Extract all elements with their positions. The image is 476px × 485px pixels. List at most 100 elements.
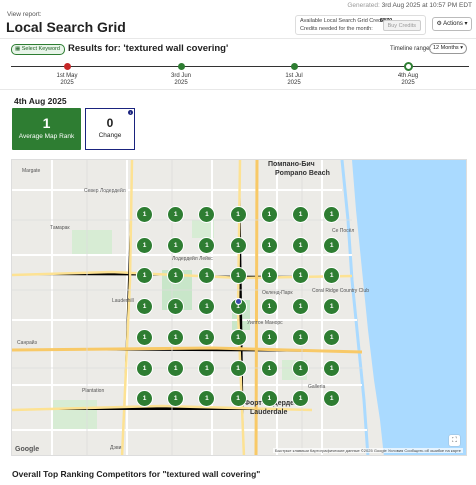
page-title: Local Search Grid (6, 19, 126, 35)
grid-rank-pin[interactable]: 1 (323, 359, 341, 377)
grid-rank-pin[interactable]: 1 (198, 359, 216, 377)
search-grid-map[interactable]: Помпано-Бич Pompano Beach Север Лодердей… (11, 159, 467, 456)
timeline-year: 2025 (60, 80, 74, 86)
map-label-pompano-ru: Помпано-Бич (268, 161, 315, 168)
grid-rank-pin[interactable]: 1 (167, 390, 185, 408)
grid-rank-pin[interactable]: 1 (229, 206, 247, 223)
grid-rank-pin[interactable]: 1 (229, 328, 247, 346)
map-label-lauderdale-en: Lauderdale (250, 409, 288, 416)
grid-rank-pin[interactable]: 1 (198, 206, 216, 223)
timeline-date-label: 1st May 2025 (47, 73, 87, 87)
fullscreen-icon[interactable]: ⛶ (449, 435, 460, 446)
timeline-date: 1st Jul (285, 73, 303, 79)
grid-rank-pin[interactable]: 1 (292, 359, 309, 377)
grid-rank-pin[interactable]: 1 (260, 206, 278, 223)
timeline-year: 2025 (287, 80, 301, 86)
grid-rank-pin[interactable]: 1 (136, 390, 153, 408)
map-label-lauderdale-lakes: Лодердейл Лейкс (172, 256, 213, 262)
grid-rank-pin[interactable]: 1 (292, 390, 309, 408)
grid-rank-pin[interactable]: 1 (323, 206, 341, 223)
grid-rank-pin[interactable]: 1 (198, 298, 216, 316)
map-label-oakland-park: Окленд-Парк (262, 290, 293, 296)
timeline-date: 1st May (56, 73, 78, 79)
map-label-north-lauderdale: Север Лодердейл (84, 188, 126, 194)
map-label-margate: Margate (22, 168, 41, 174)
grid-rank-pin[interactable]: 1 (260, 236, 278, 254)
info-icon[interactable]: i (128, 110, 133, 115)
grid-rank-pin[interactable]: 1 (167, 236, 185, 254)
grid-rank-pin[interactable]: 1 (136, 236, 153, 254)
grid-rank-pin[interactable]: 1 (323, 328, 341, 346)
timeline-point[interactable] (63, 63, 71, 70)
timeline-range-select[interactable]: 12 Months ▾ (429, 43, 467, 54)
credits-panel: Available Local Search Grid Credits:6370… (295, 15, 426, 35)
average-map-rank-label: Average Map Rank (18, 133, 75, 140)
grid-rank-pin[interactable]: 1 (167, 328, 185, 346)
timeline-point[interactable] (403, 62, 413, 71)
select-keyword-label: Select Keyword (21, 46, 60, 52)
grid-rank-pin[interactable]: 1 (198, 328, 216, 346)
timeline-point[interactable] (290, 63, 298, 70)
grid-rank-pin[interactable]: 1 (323, 267, 341, 285)
grid-rank-pin[interactable]: 1 (167, 267, 185, 285)
change-label: Change (98, 132, 122, 139)
grid-rank-pin[interactable]: 1 (167, 206, 185, 223)
grid-rank-pin[interactable]: 1 (136, 359, 153, 377)
timeline-point[interactable] (177, 63, 185, 70)
selected-date-heading: 4th Aug 2025 (14, 96, 67, 106)
grid-rank-pin[interactable]: 1 (136, 267, 153, 285)
business-location-marker[interactable] (235, 298, 242, 305)
map-attribution[interactable]: Быстрые клавиши Картографические данные … (272, 448, 463, 453)
grid-rank-pin[interactable]: 1 (260, 390, 278, 408)
grid-rank-pin[interactable]: 1 (229, 267, 247, 285)
grid-rank-pin[interactable]: 1 (323, 390, 341, 408)
generated-label: Generated: (347, 2, 380, 9)
actions-button[interactable]: ⚙ Actions ▾ (432, 17, 472, 31)
timeline-range-value: 12 Months (433, 45, 459, 51)
grid-rank-pin[interactable]: 1 (136, 206, 153, 223)
view-report-label: View report: (7, 11, 42, 18)
grid-rank-pin[interactable]: 1 (136, 298, 153, 316)
chevron-down-icon: ▾ (464, 21, 468, 27)
grid-rank-pin[interactable]: 1 (167, 359, 185, 377)
generated-timestamp: Generated: 3rd Aug 2025 at 10:57 PM EDT (347, 2, 472, 9)
grid-rank-pin[interactable]: 1 (323, 298, 341, 316)
timeline-range-label: Timeline range: (390, 46, 432, 52)
grid-rank-pin[interactable]: 1 (292, 206, 309, 223)
timeline-year: 2025 (174, 80, 188, 86)
grid-rank-pin[interactable]: 1 (198, 236, 216, 254)
grid-rank-pin[interactable]: 1 (260, 298, 278, 316)
grid-rank-pin[interactable]: 1 (260, 359, 278, 377)
grid-rank-pin[interactable]: 1 (198, 267, 216, 285)
timeline-year: 2025 (401, 80, 415, 86)
select-keyword-button[interactable]: ▦ Select Keyword (11, 44, 65, 55)
grid-rank-pin[interactable]: 1 (292, 267, 309, 285)
grid-rank-pin[interactable]: 1 (198, 390, 216, 408)
grid-rank-pin[interactable]: 1 (292, 298, 309, 316)
grid-rank-pin[interactable]: 1 (292, 236, 309, 254)
keyword-icon: ▦ (15, 46, 21, 52)
timeline-date-label: 1st Jul 2025 (274, 73, 314, 87)
grid-rank-pin[interactable]: 1 (260, 328, 278, 346)
grid-rank-pin[interactable]: 1 (229, 390, 247, 408)
buy-credits-button[interactable]: Buy Credits (382, 20, 421, 31)
grid-rank-pin[interactable]: 1 (292, 328, 309, 346)
change-card: i 0 Change (85, 108, 135, 150)
grid-rank-pin[interactable]: 1 (136, 328, 153, 346)
grid-rank-pin[interactable]: 1 (229, 359, 247, 377)
grid-rank-pin[interactable]: 1 (260, 267, 278, 285)
map-label-pompano-en: Pompano Beach (275, 170, 330, 177)
chevron-down-icon: ▾ (460, 45, 463, 51)
grid-rank-pin[interactable]: 1 (167, 298, 185, 316)
map-label-plantation: Plantation (82, 388, 105, 394)
timeline-date: 3rd Jun (170, 73, 191, 79)
map-label-sunrise: Санрайз (17, 340, 37, 346)
timeline-divider (0, 89, 476, 90)
header-divider (0, 38, 476, 39)
grid-rank-pin[interactable]: 1 (229, 236, 247, 254)
map-label-davie: Дэви (110, 445, 122, 451)
timeline-date-label: 4th Aug 2025 (388, 73, 428, 87)
grid-rank-pin[interactable]: 1 (323, 236, 341, 254)
map-label-lauderhill: Lauderhill (112, 298, 134, 304)
timeline-date: 4th Aug (397, 73, 419, 79)
